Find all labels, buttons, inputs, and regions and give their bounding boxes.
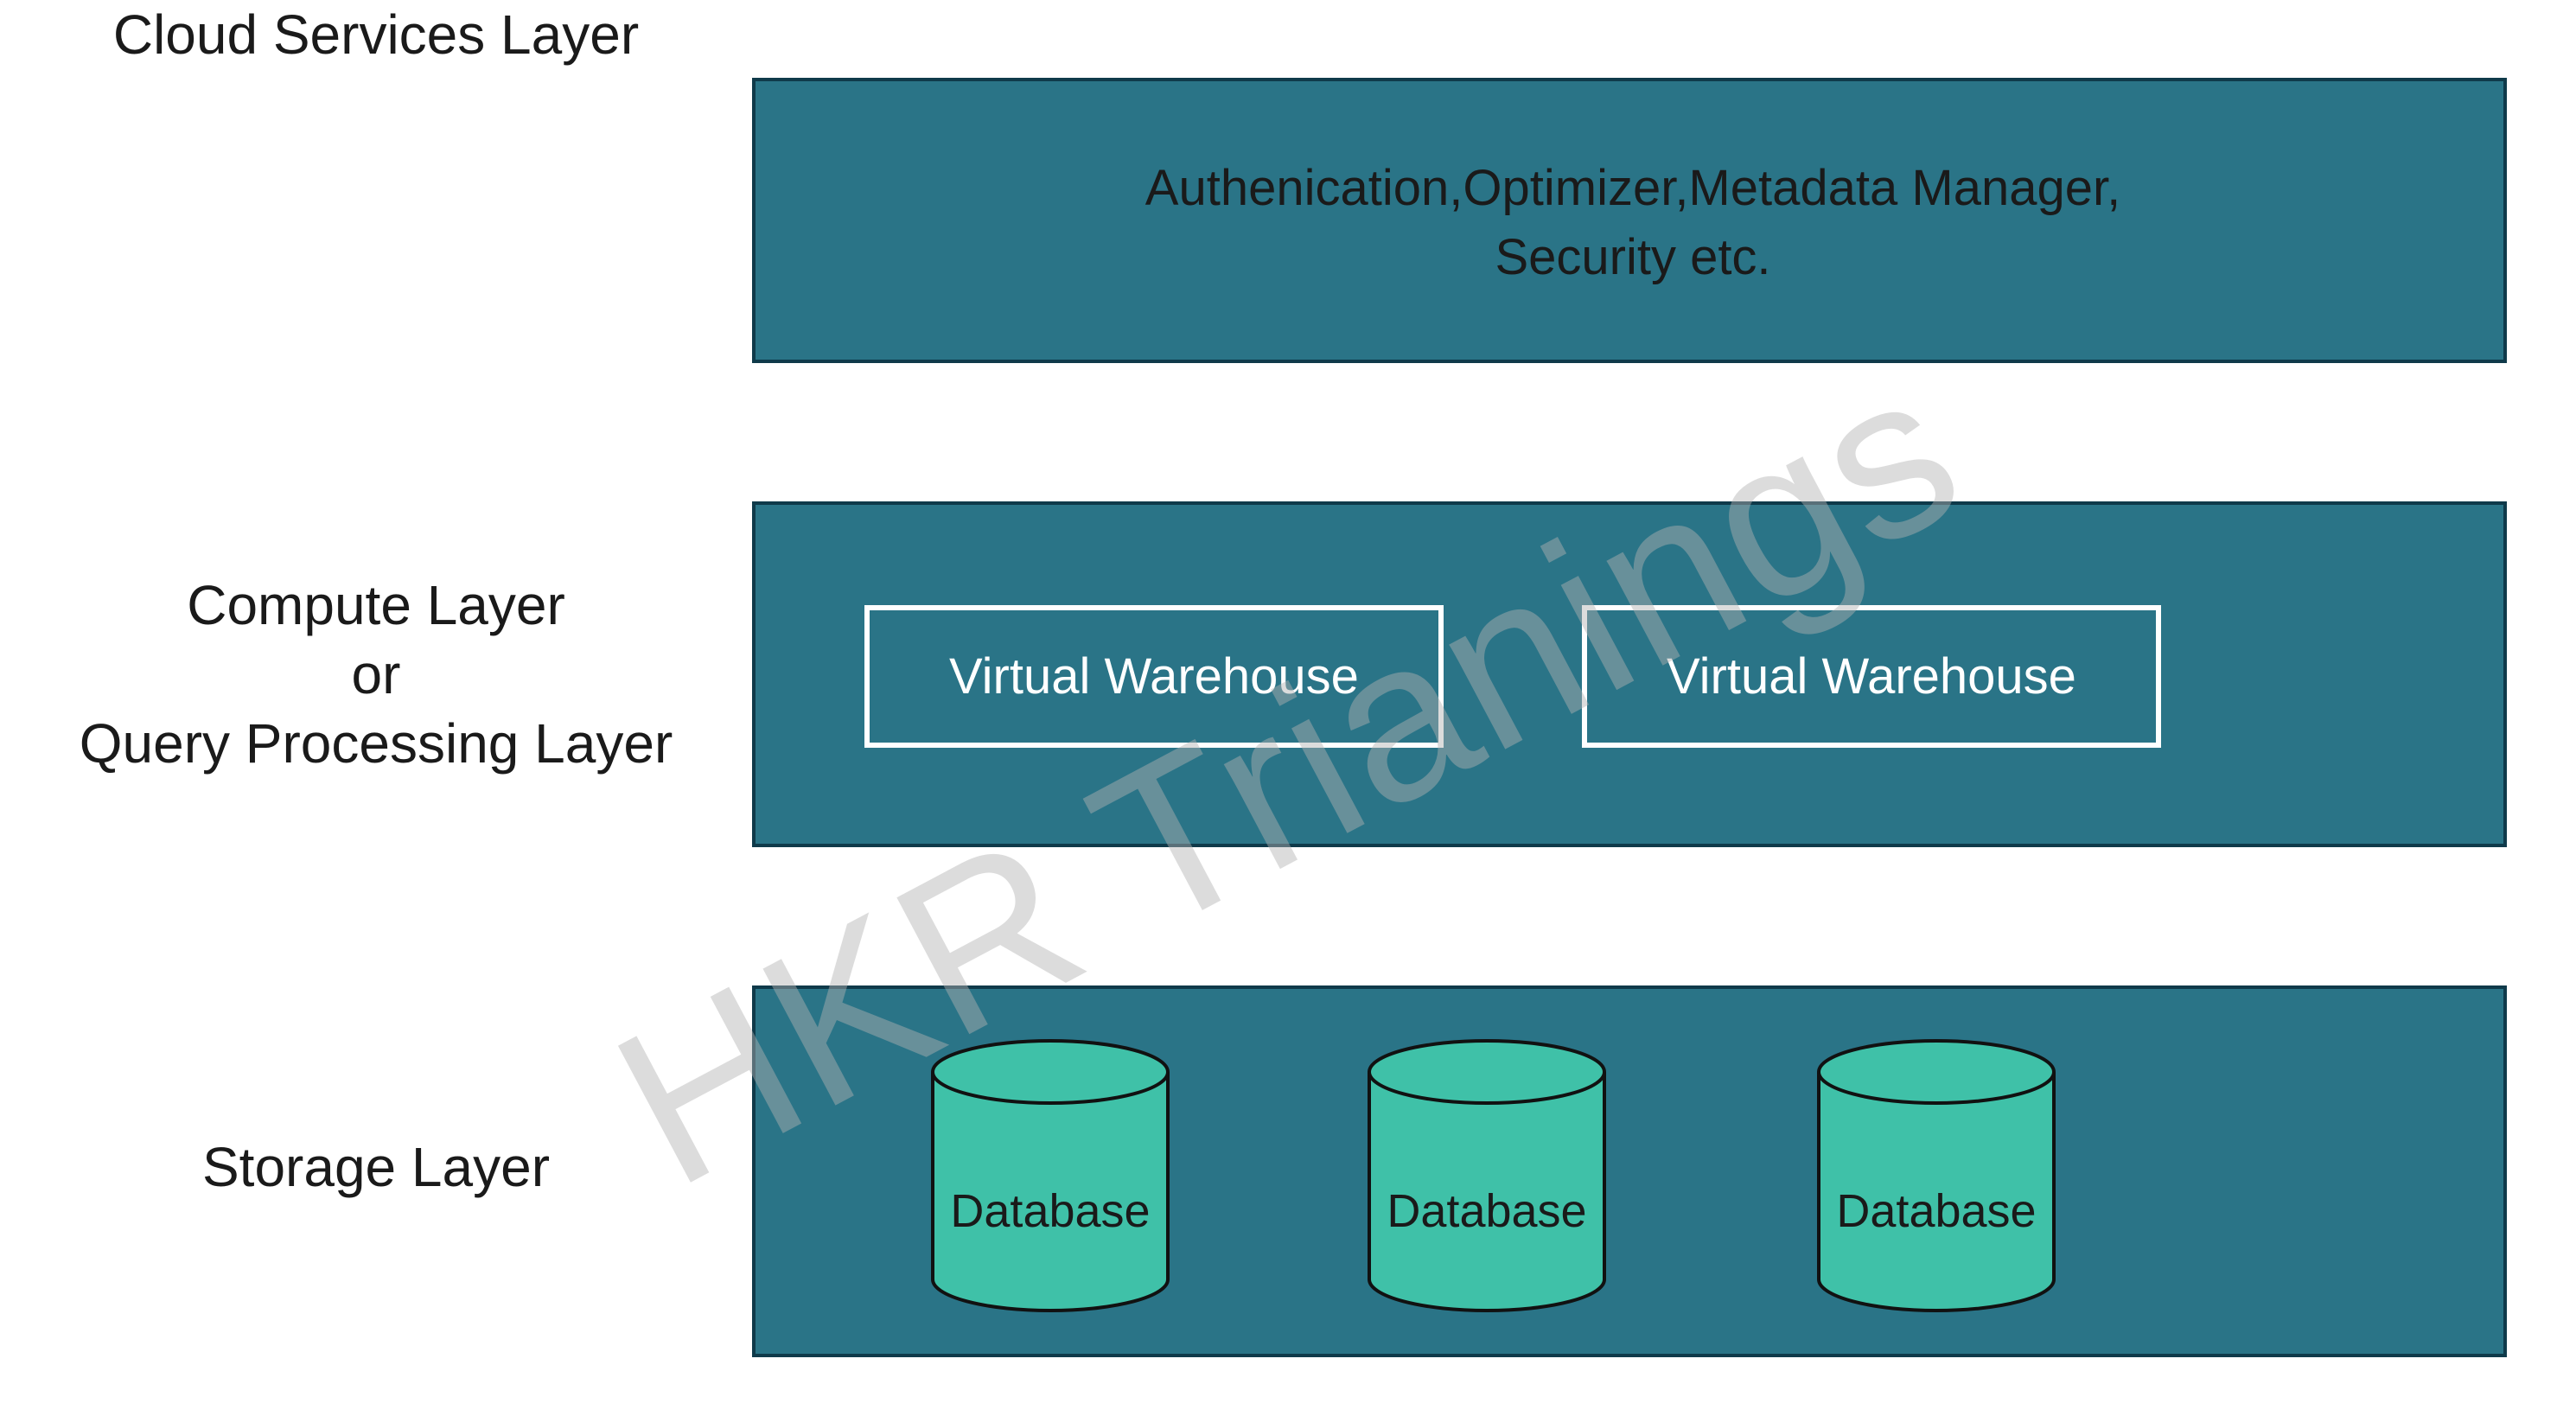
layer2-label: Compute Layer or Query Processing Layer <box>0 571 752 778</box>
database-cylinder-2: Database <box>1366 1037 1608 1314</box>
layer3-label: Storage Layer <box>0 1132 752 1202</box>
cloud-services-text-line1: Authenication,Optimizer,Metadata Manager… <box>756 159 2510 217</box>
database-cylinder-3: Database <box>1815 1037 2057 1314</box>
layer1-label: Cloud Services Layer <box>0 0 752 69</box>
database-label-1: Database <box>929 1184 1171 1238</box>
cylinder-icon <box>1366 1037 1608 1314</box>
database-label-3: Database <box>1815 1184 2057 1238</box>
cylinder-icon <box>1815 1037 2057 1314</box>
cloud-services-panel: Authenication,Optimizer,Metadata Manager… <box>752 78 2507 363</box>
cloud-services-text-line2: Security etc. <box>756 228 2510 286</box>
database-label-2: Database <box>1366 1184 1608 1238</box>
